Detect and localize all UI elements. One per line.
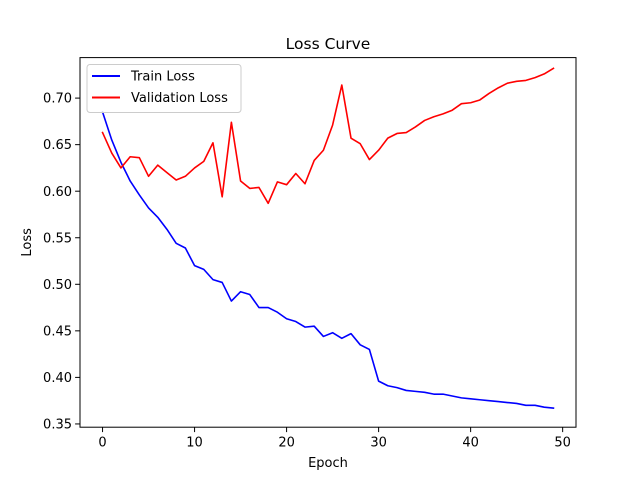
x-tick-label: 20 — [278, 436, 295, 451]
y-tick-label: 0.70 — [43, 92, 72, 107]
y-tick-label: 0.65 — [43, 138, 72, 153]
y-tick-label: 0.45 — [43, 324, 72, 339]
y-tick-label: 0.35 — [43, 418, 72, 433]
x-axis-label: Epoch — [308, 456, 348, 471]
y-tick-label: 0.60 — [43, 185, 72, 200]
legend-label-validation-loss: Validation Loss — [131, 91, 228, 106]
x-tick-label: 50 — [554, 436, 571, 451]
chart-title: Loss Curve — [286, 35, 371, 53]
x-axis-ticks: 0 10 20 30 40 50 — [98, 427, 571, 451]
x-tick-label: 10 — [186, 436, 203, 451]
x-tick-label: 0 — [98, 436, 106, 451]
legend-box — [86, 64, 242, 113]
y-axis-label: Loss — [20, 228, 35, 257]
y-tick-label: 0.50 — [43, 278, 72, 293]
y-axis-ticks: 0.35 0.40 0.45 0.50 0.55 0.60 0.65 0.70 — [43, 92, 80, 433]
y-tick-label: 0.40 — [43, 371, 72, 386]
series-line-train-loss — [101, 111, 555, 409]
legend-label-train-loss: Train Loss — [130, 70, 195, 85]
series-line-validation-loss — [101, 67, 555, 205]
x-tick-label: 30 — [370, 436, 387, 451]
legend: Train Loss Validation Loss — [86, 64, 242, 113]
series-layer — [101, 67, 555, 409]
y-tick-label: 0.55 — [43, 231, 72, 246]
plot-frame — [79, 57, 577, 428]
x-tick-label: 40 — [462, 436, 479, 451]
